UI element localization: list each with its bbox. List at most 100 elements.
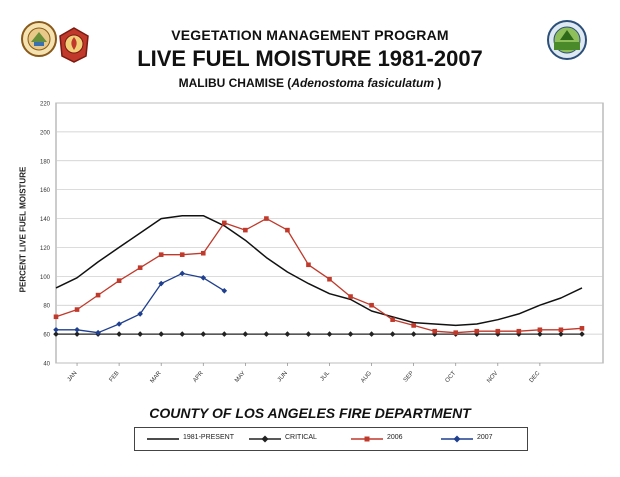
legend-label-2006: 2006 [387, 434, 403, 441]
data-point-critical [263, 331, 270, 337]
data-point-2006 [390, 317, 395, 322]
data-point-critical [221, 331, 228, 337]
department-name: COUNTY OF LOS ANGELES FIRE DEPARTMENT [149, 405, 471, 421]
subtitle-suffix: ) [434, 76, 442, 90]
legend-label-2007: 2007 [477, 434, 493, 441]
data-point-critical [579, 331, 585, 337]
y-tick-label: 80 [43, 304, 50, 310]
x-tick-label: MAY [234, 370, 247, 383]
y-tick-label: 100 [40, 275, 51, 281]
data-point-critical [473, 331, 480, 337]
y-tick-label: 160 [40, 188, 51, 194]
legend-label-average: 1981-PRESENT [183, 434, 234, 441]
data-point-2006 [243, 227, 248, 233]
data-point-critical [537, 331, 543, 337]
data-point-2006 [558, 327, 564, 333]
data-point-critical [305, 331, 312, 337]
data-point-critical [284, 331, 291, 337]
x-tick-label: JAN [67, 370, 79, 383]
y-tick-label: 60 [43, 333, 50, 339]
data-point-critical [326, 331, 333, 337]
data-point-2006 [222, 220, 227, 226]
x-tick-label: SEP [403, 370, 415, 383]
legend-swatch-2006 [351, 436, 383, 442]
data-point-2006 [516, 328, 522, 334]
y-tick-label: 120 [40, 246, 51, 252]
data-point-critical [200, 331, 207, 337]
data-point-critical [53, 331, 59, 337]
subtitle-species: Adenostoma fasiculatum [291, 76, 435, 90]
data-point-2006 [453, 330, 459, 335]
data-point-2006 [306, 262, 311, 268]
program-title: VEGETATION MANAGEMENT PROGRAM [171, 27, 449, 43]
x-tick-label: APR [192, 370, 205, 384]
data-point-2006 [179, 252, 185, 257]
data-point-2006 [579, 326, 585, 331]
chart-subtitle: MALIBU CHAMISE (Adenostoma fasiculatum ) [0, 76, 620, 90]
data-point-2006 [432, 328, 437, 334]
data-point-2007 [95, 329, 101, 336]
chart-title: LIVE FUEL MOISTURE 1981-2007 [137, 46, 483, 71]
data-point-2006 [474, 328, 480, 334]
data-point-critical [410, 331, 417, 337]
y-tick-label: 220 [40, 102, 51, 108]
data-point-critical [137, 331, 143, 337]
data-point-critical [389, 331, 396, 337]
data-point-critical [158, 331, 164, 337]
data-point-critical [347, 331, 354, 337]
data-point-critical [74, 331, 80, 337]
data-point-2006 [200, 250, 206, 256]
program-seal-icon [546, 16, 588, 64]
data-point-2007 [137, 311, 143, 317]
data-point-2006 [537, 327, 543, 333]
data-point-critical [242, 331, 249, 337]
legend-label-critical: CRITICAL [285, 434, 317, 441]
data-point-2006 [95, 292, 101, 298]
legend-item-critical: CRITICAL [247, 433, 337, 445]
data-point-critical [179, 331, 186, 337]
data-point-2006 [74, 307, 80, 312]
legend-item-2006: 2006 [349, 433, 429, 445]
x-tick-label: JUL [320, 370, 332, 383]
chart-legend: 1981-PRESENT CRITICAL 2006 2007 [134, 427, 528, 451]
y-tick-label: 40 [43, 362, 50, 368]
x-tick-label: DEC [529, 370, 542, 384]
legend-item-average: 1981-PRESENT [145, 433, 235, 445]
legend-swatch-average [147, 438, 179, 440]
data-point-critical [368, 331, 375, 337]
data-point-2007 [221, 287, 228, 294]
data-point-2006 [285, 227, 290, 233]
plot-area [55, 102, 604, 364]
data-point-2007 [53, 326, 59, 333]
data-point-2007 [179, 270, 186, 277]
legend-swatch-critical [249, 435, 281, 443]
data-point-2006 [369, 302, 374, 308]
data-point-2007 [116, 321, 122, 327]
fire-department-badge-icon [58, 26, 90, 64]
y-tick-label: 180 [40, 159, 51, 165]
legend-swatch-2007 [441, 435, 473, 443]
data-point-2006 [53, 314, 59, 320]
data-point-critical [558, 331, 564, 337]
data-point-2006 [137, 265, 143, 270]
data-point-2007 [74, 326, 80, 333]
data-point-critical [431, 331, 438, 337]
data-point-critical [495, 331, 501, 337]
data-point-critical [116, 331, 122, 337]
county-seal-icon [20, 20, 58, 58]
series-line-2006 [55, 217, 583, 334]
subtitle-prefix: MALIBU CHAMISE ( [178, 76, 292, 90]
y-tick-label: 200 [40, 130, 51, 136]
x-tick-label: NOV [486, 370, 499, 384]
series-line-1981-present [55, 214, 583, 327]
data-point-2006 [348, 294, 353, 299]
x-tick-label: OCT [445, 370, 458, 384]
data-point-2006 [495, 328, 501, 334]
legend-item-2007: 2007 [439, 433, 519, 445]
data-point-2006 [411, 323, 416, 328]
data-point-2006 [158, 252, 164, 257]
x-tick-label: FEB [109, 370, 121, 383]
y-tick-label: 140 [40, 217, 51, 223]
data-point-2006 [264, 216, 269, 221]
